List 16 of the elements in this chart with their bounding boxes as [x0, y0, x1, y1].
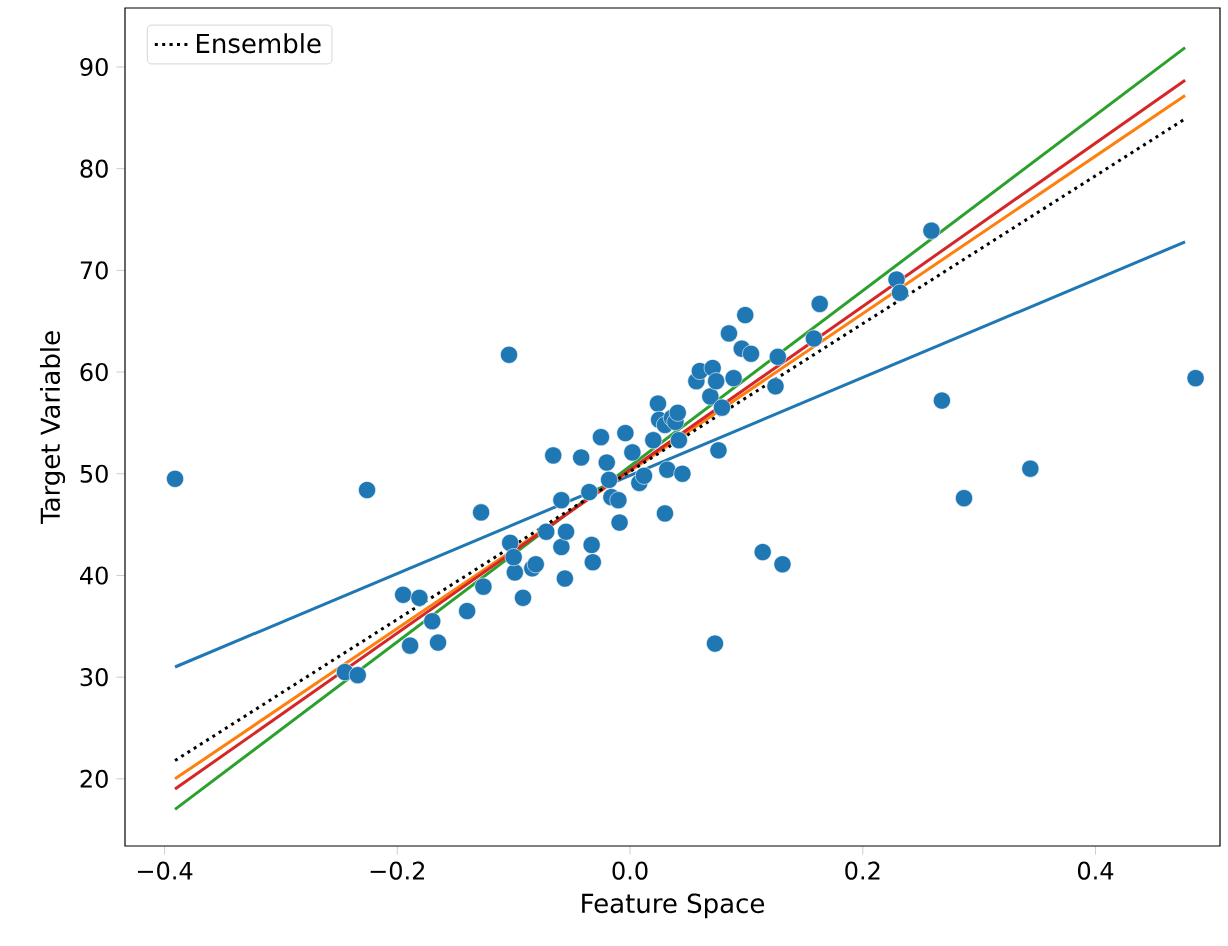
legend-label: Ensemble	[196, 33, 321, 54]
x-tick-label: 0.4	[1077, 861, 1114, 880]
y-tick-label: 20	[80, 769, 108, 788]
y-tick-label: 80	[80, 159, 108, 178]
y-tick-label: 40	[80, 566, 108, 585]
y-tick-label: 50	[80, 464, 108, 483]
x-tick-label: −0.2	[370, 861, 425, 880]
y-axis-title: Target Variable	[39, 331, 66, 525]
y-tick-label: 90	[80, 57, 108, 77]
x-tick-label: 0.0	[612, 861, 648, 880]
y-tick-label: 30	[80, 668, 108, 687]
x-tick-label: 0.2	[845, 861, 880, 880]
x-axis-title: Feature Space	[582, 893, 764, 919]
y-tick-label: 70	[80, 261, 108, 280]
x-tick-label: −0.4	[137, 861, 193, 880]
y-tick-label: 60	[80, 362, 108, 382]
